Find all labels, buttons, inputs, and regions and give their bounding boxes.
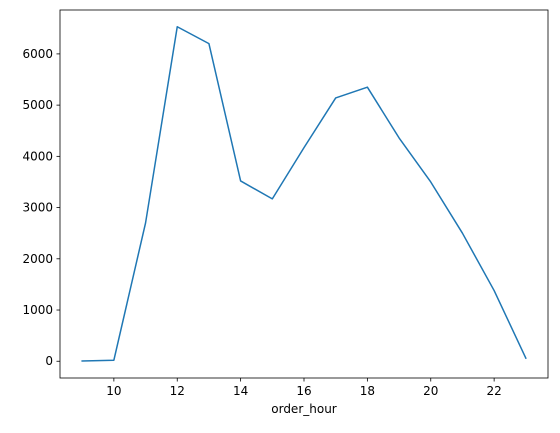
y-tick-label: 1000	[22, 303, 53, 317]
x-tick-label: 16	[296, 384, 311, 398]
x-tick-label: 10	[106, 384, 121, 398]
x-axis-label: order_hour	[271, 402, 337, 416]
y-tick-label: 2000	[22, 252, 53, 266]
x-tick-label: 14	[233, 384, 248, 398]
x-tick-label: 12	[170, 384, 185, 398]
y-tick-label: 6000	[22, 47, 53, 61]
x-tick-label: 18	[360, 384, 375, 398]
y-tick-label: 4000	[22, 149, 53, 163]
y-tick-label: 3000	[22, 201, 53, 215]
y-tick-label: 5000	[22, 98, 53, 112]
y-tick-label: 0	[45, 354, 53, 368]
x-tick-label: 20	[423, 384, 438, 398]
x-tick-label: 22	[486, 384, 501, 398]
